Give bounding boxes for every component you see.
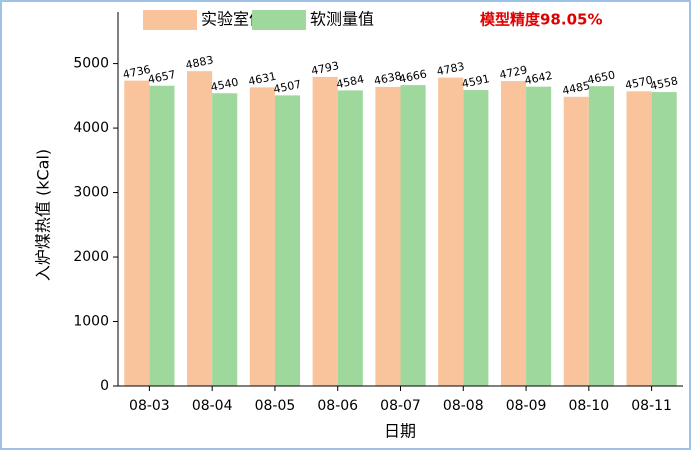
bar (526, 86, 552, 387)
bar (651, 92, 677, 386)
y-axis-label: 入炉煤热值 (kCal) (34, 149, 53, 281)
bar (438, 77, 464, 386)
value-label: 4584 (335, 73, 365, 92)
bar (375, 86, 401, 387)
y-tick-label: 2000 (73, 249, 109, 265)
x-tick-label: 08-07 (380, 398, 421, 414)
bar (463, 89, 489, 386)
legend-swatch (143, 10, 197, 30)
x-tick-label: 08-08 (443, 398, 484, 414)
value-label: 4485 (561, 79, 591, 98)
legend-swatch (252, 10, 306, 30)
bar (588, 86, 614, 386)
value-label: 4657 (147, 68, 177, 87)
y-tick-label: 1000 (73, 314, 109, 330)
x-tick-label: 08-09 (506, 398, 547, 414)
legend-label: 软测量值 (310, 10, 374, 29)
x-tick-label: 08-11 (631, 398, 672, 414)
bar (149, 85, 175, 386)
bar (500, 81, 527, 386)
y-tick-label: 4000 (73, 120, 109, 136)
bar (400, 85, 426, 387)
x-tick-label: 08-04 (192, 398, 233, 414)
x-tick-label: 08-05 (255, 398, 296, 414)
value-label: 4507 (272, 78, 302, 97)
value-label: 4631 (247, 70, 277, 89)
value-label: 4650 (586, 68, 616, 87)
x-axis-label: 日期 (384, 422, 416, 441)
value-label: 4570 (624, 74, 654, 93)
x-tick-label: 08-03 (129, 398, 170, 414)
value-label: 4883 (184, 53, 214, 72)
bar (563, 96, 589, 386)
y-tick-label: 0 (100, 378, 109, 394)
value-label: 4783 (436, 60, 466, 79)
value-label: 4793 (310, 59, 340, 78)
legend-label: 实验室值 (201, 10, 265, 29)
bar (274, 95, 301, 386)
bar (124, 80, 150, 387)
bar (249, 87, 275, 387)
accuracy-note: 模型精度98.05% (480, 11, 602, 29)
value-label: 4591 (461, 72, 491, 91)
value-label: 4558 (649, 74, 679, 93)
value-label: 4638 (373, 69, 403, 88)
bar (626, 91, 652, 387)
value-label: 4736 (122, 63, 152, 82)
bar (212, 93, 238, 386)
value-label: 4540 (210, 75, 240, 94)
value-label: 4642 (523, 69, 553, 88)
value-label: 4666 (398, 67, 428, 86)
bar (337, 90, 363, 386)
bar (187, 71, 213, 387)
x-tick-label: 08-06 (317, 398, 358, 414)
bar (312, 76, 338, 386)
y-tick-label: 5000 (73, 56, 109, 72)
value-label: 4729 (498, 63, 528, 82)
y-tick-label: 3000 (73, 185, 109, 201)
x-tick-label: 08-10 (568, 398, 609, 414)
